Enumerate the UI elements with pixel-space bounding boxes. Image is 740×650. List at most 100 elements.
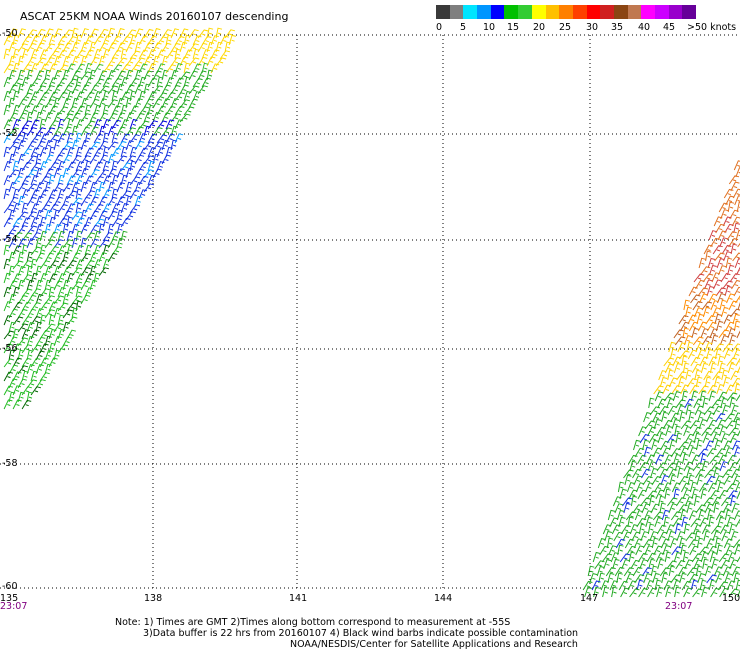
wind-barb [147,91,157,102]
wind-barb [638,426,647,437]
wind-barb [39,78,50,88]
wind-barb [604,530,613,542]
wind-barb [688,286,698,297]
wind-barb [722,280,733,290]
wind-barb [21,202,29,214]
wind-barb [731,377,740,388]
wind-barb [12,343,22,354]
wind-barb [89,28,99,39]
wind-barb [80,97,89,109]
wind-barb [107,223,115,235]
wind-barb [26,308,37,319]
wind-barb [674,523,682,535]
wind-barb [12,316,24,326]
wind-barb [720,209,729,220]
wind-barb [39,330,50,340]
wind-barb [71,252,81,263]
wind-barb [690,518,701,528]
wind-barb [692,588,703,598]
wind-barb [654,579,662,591]
wind-barb [3,315,13,326]
wind-barb [723,251,732,262]
wind-barb [35,293,44,305]
wind-barb [730,370,740,381]
wind-barb [717,355,725,367]
wind-barb [143,141,155,151]
wind-barb [120,217,131,228]
wind-barb [53,307,62,319]
wind-barb [697,321,708,332]
wind-barb [35,265,43,277]
wind-barb [125,42,135,53]
wind-barb [134,168,145,179]
wind-barb [98,223,106,235]
wind-barb [638,523,646,535]
wind-barb [705,475,716,486]
wind-barb [668,341,676,353]
wind-barb [668,468,678,479]
wind-barb [39,343,49,354]
wind-barb [8,238,18,249]
wind-barb [206,69,214,81]
wind-barb [129,105,139,116]
wind-barb [628,551,636,563]
wind-barb [53,182,64,193]
wind-barb [691,553,703,563]
wind-barb [71,112,81,123]
wind-barb [693,307,703,318]
wind-barb [125,167,134,179]
wind-barb [709,490,720,500]
wind-barb [705,250,712,262]
wind-barb [201,77,212,88]
wind-barb [44,309,56,319]
wind-barb [720,433,729,444]
wind-barb [71,125,79,137]
wind-barb [66,132,75,144]
wind-barb [71,307,79,319]
wind-barb [143,28,154,39]
wind-barb [693,495,701,507]
wind-barb [694,369,702,381]
wind-barb [673,551,682,563]
wind-barb [688,573,699,584]
wind-barb [12,231,23,242]
wind-barb [633,538,643,549]
wind-barb [98,112,109,123]
wind-barb [93,176,104,186]
wind-barb [728,588,739,598]
wind-barb [35,57,47,67]
wind-barb [53,43,65,53]
wind-barb [674,336,686,346]
wind-barb [170,84,181,95]
wind-barb [687,349,698,360]
wind-barb [727,552,737,563]
wind-barb [134,112,145,123]
legend-swatch [559,5,573,19]
wind-barb [715,448,726,458]
wind-barb [3,146,11,158]
wind-barb [71,139,80,151]
wind-barb [690,579,698,591]
wind-barb [700,266,711,276]
note-line-2: 3)Data buffer is 22 hrs from 20160107 4)… [143,628,579,639]
wind-barb [3,371,14,382]
wind-barb [116,155,128,165]
wind-barb [53,224,62,235]
wind-barb [35,195,44,207]
wind-barb [120,230,128,242]
wind-barb [53,167,62,179]
wind-barb [685,532,696,542]
wind-barb [44,323,56,333]
wind-barb [602,586,610,598]
wind-barb [638,587,649,598]
wind-barb [26,364,35,375]
wind-barb [713,467,721,479]
wind-barb [35,350,45,361]
wind-barb [125,211,136,221]
wind-barb [624,474,632,486]
wind-barb [134,98,143,109]
wind-barb [116,168,126,179]
wind-barb [8,55,17,67]
wind-barb [719,335,729,346]
